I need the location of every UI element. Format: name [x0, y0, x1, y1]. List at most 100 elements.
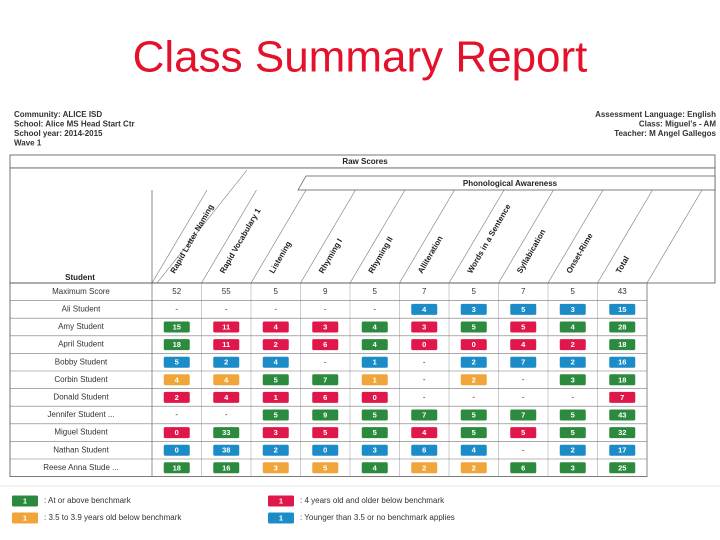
- score: -: [225, 410, 228, 419]
- score-badge: [510, 409, 537, 421]
- score-badge: [361, 391, 388, 403]
- score: 4: [224, 375, 229, 384]
- score: 3: [274, 428, 278, 437]
- student-name: Corbin Student: [54, 375, 108, 384]
- score-badge: [312, 391, 339, 403]
- column-slant: [448, 189, 505, 284]
- score: 18: [173, 463, 181, 472]
- score: 6: [323, 340, 327, 349]
- score-badge: [262, 444, 289, 456]
- score: -: [522, 393, 525, 402]
- score: 5: [571, 428, 575, 437]
- score-badge: [361, 409, 388, 421]
- score: 4: [373, 463, 378, 472]
- score: 7: [521, 410, 525, 419]
- score: -: [472, 393, 475, 402]
- score: 3: [571, 305, 575, 314]
- score-badge: [510, 427, 537, 439]
- score: 1: [373, 375, 377, 384]
- score-badge: [609, 374, 636, 386]
- score-badge: [460, 374, 487, 386]
- score: 5: [175, 358, 179, 367]
- score: 6: [323, 393, 327, 402]
- score-badge: [559, 339, 586, 351]
- info-left: Wave 1: [14, 139, 42, 148]
- score-badge: [213, 444, 240, 456]
- score-badge: [609, 409, 636, 421]
- score-badge: [559, 303, 586, 315]
- score-badge: [361, 444, 388, 456]
- score: -: [324, 357, 327, 366]
- score: 5: [521, 305, 525, 314]
- score-badge: [361, 339, 388, 351]
- score: 7: [323, 375, 327, 384]
- max-score: 55: [222, 287, 231, 296]
- score-badge: [262, 391, 289, 403]
- score: 16: [618, 358, 626, 367]
- score-badge: [213, 462, 240, 474]
- score: 38: [222, 446, 230, 455]
- score: -: [175, 410, 178, 419]
- info-left: School: Alice MS Head Start Ctr: [14, 120, 135, 129]
- max-score: 7: [422, 287, 427, 296]
- score-badge: [213, 321, 240, 333]
- info-right: Class: Miguel's - AM: [639, 120, 717, 129]
- score-badge: [510, 462, 537, 474]
- score: 2: [472, 375, 476, 384]
- score-badge: [163, 356, 190, 368]
- score-badge: [609, 391, 636, 403]
- score: 16: [222, 463, 230, 472]
- score-badge: [411, 444, 438, 456]
- student-name: Jennifer Student ...: [47, 410, 114, 419]
- score: -: [274, 305, 277, 314]
- score-badge: [312, 321, 339, 333]
- score-badge: [312, 462, 339, 474]
- info-left: School year: 2014-2015: [14, 129, 103, 138]
- legend-label: : Younger than 3.5 or no benchmark appli…: [300, 513, 455, 522]
- info-left: Community: ALICE ISD: [14, 110, 102, 119]
- score: 4: [422, 305, 427, 314]
- column-slant: [547, 189, 604, 284]
- score-badge: [559, 374, 586, 386]
- score-badge: [609, 321, 636, 333]
- score-badge: [361, 462, 388, 474]
- table-caption: Raw Scores: [342, 157, 388, 166]
- legend-key: 1: [279, 513, 283, 522]
- score-badge: [262, 462, 289, 474]
- score: 0: [175, 428, 179, 437]
- score-badge: [163, 321, 190, 333]
- column-slant: [646, 189, 703, 284]
- score: 5: [521, 428, 525, 437]
- score: -: [373, 305, 376, 314]
- score: 4: [274, 322, 279, 331]
- max-label: Maximum Score: [52, 287, 110, 296]
- legend-label: : At or above benchmark: [44, 496, 132, 505]
- score-badge: [163, 427, 190, 439]
- score-badge: [510, 303, 537, 315]
- score: 4: [373, 322, 378, 331]
- score-badge: [411, 303, 438, 315]
- score-badge: [262, 339, 289, 351]
- score: 0: [373, 393, 377, 402]
- score: 5: [323, 428, 327, 437]
- student-name: Ali Student: [62, 305, 101, 314]
- score: 4: [571, 322, 576, 331]
- student-header: Student: [65, 273, 95, 282]
- score: 43: [618, 410, 626, 419]
- score: 9: [323, 410, 327, 419]
- legend-key: 1: [23, 496, 27, 505]
- score-badge: [460, 303, 487, 315]
- score-badge: [559, 444, 586, 456]
- score-badge: [213, 391, 240, 403]
- score-badge: [559, 427, 586, 439]
- score-badge: [312, 409, 339, 421]
- student-name: Nathan Student: [53, 445, 109, 454]
- score: 5: [274, 410, 278, 419]
- score: 2: [175, 393, 179, 402]
- legend-label: : 3.5 to 3.9 years old below benchmark: [44, 513, 182, 522]
- score-badge: [163, 391, 190, 403]
- score: 18: [618, 340, 626, 349]
- max-score: 5: [373, 287, 378, 296]
- diagonal: [156, 169, 248, 284]
